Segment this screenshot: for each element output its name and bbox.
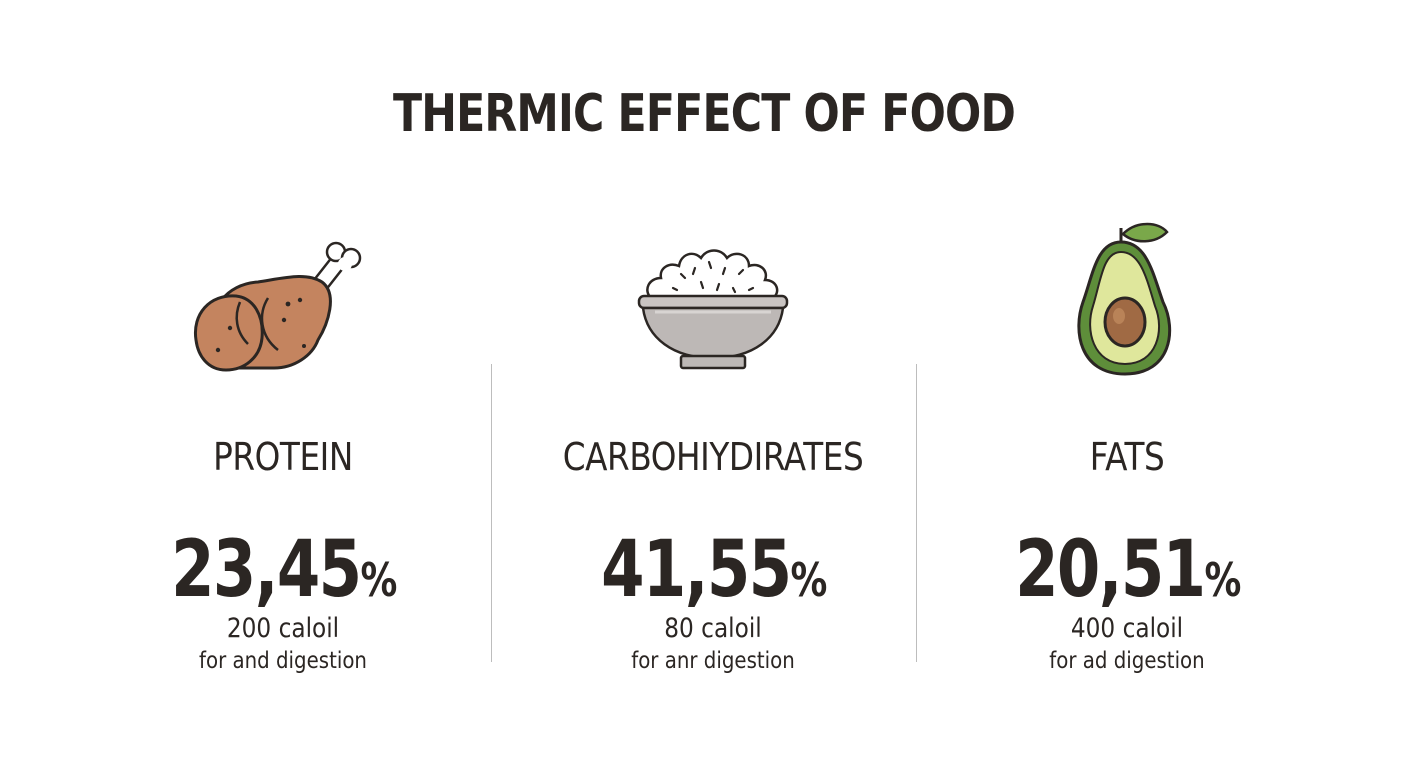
- column-divider: [491, 364, 492, 662]
- description-text: for ad digestion: [1049, 648, 1205, 674]
- avocado-icon: [912, 218, 1342, 385]
- macro-label: CARBOHIYDIRATES: [562, 435, 864, 479]
- percent-value: 41,55%: [600, 525, 827, 615]
- macro-label: FATS: [1089, 435, 1165, 479]
- calories-text: 400 caloil: [1070, 613, 1184, 644]
- calories-text: 80 caloil: [664, 613, 762, 644]
- percent-value: 20,51%: [1014, 525, 1241, 615]
- column-divider: [916, 364, 917, 662]
- rice-bowl-icon: [498, 238, 928, 383]
- description-text: for anr digestion: [631, 648, 795, 674]
- macro-column-protein: PROTEIN 23,45% 200 caloil for and digest…: [68, 0, 498, 768]
- description-text: for and digestion: [199, 648, 367, 674]
- macro-label: PROTEIN: [213, 435, 353, 479]
- macro-column-carbohydrates: CARBOHIYDIRATES 41,55% 80 caloil for anr…: [498, 0, 928, 768]
- chicken-drumstick-icon: [68, 228, 498, 383]
- page-title: THERMIC EFFECT OF FOOD: [392, 84, 1016, 144]
- macro-column-fats: FATS 20,51% 400 caloil for ad digestion: [912, 0, 1342, 768]
- calories-text: 200 caloil: [226, 613, 340, 644]
- percent-value: 23,45%: [170, 525, 397, 615]
